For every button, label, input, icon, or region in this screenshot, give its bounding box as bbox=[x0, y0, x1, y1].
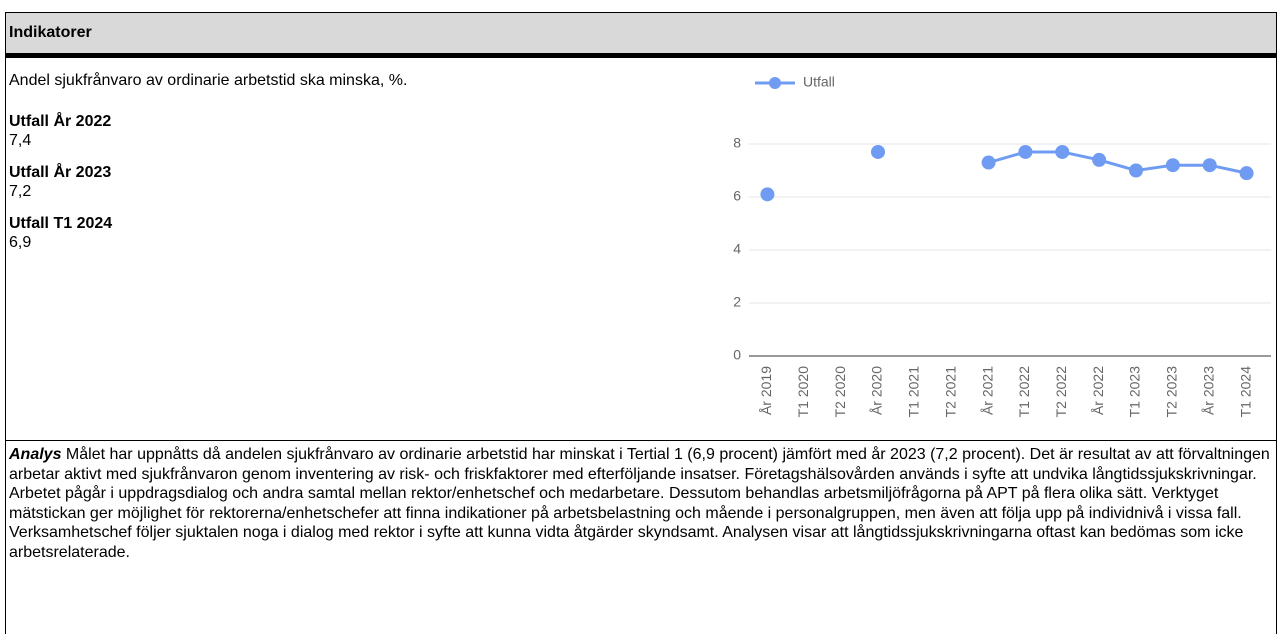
data-point bbox=[1129, 163, 1143, 178]
data-point bbox=[1239, 166, 1254, 181]
y-tick-label: 6 bbox=[733, 188, 741, 204]
result-value: 6,9 bbox=[9, 234, 32, 251]
x-tick-label: År 2019 bbox=[758, 366, 774, 415]
y-tick-label: 8 bbox=[733, 135, 741, 151]
x-tick-label: T1 2020 bbox=[795, 366, 811, 418]
x-tick-label: T2 2020 bbox=[832, 366, 848, 418]
description: Andel sjukfrånvaro av ordinarie arbetsti… bbox=[9, 72, 408, 89]
chart: 0 2 4 6 8 År 2019 T1 2020 T2 2020 År 2020 T1 2021… bbox=[733, 74, 1271, 418]
legend-marker bbox=[769, 77, 781, 89]
data-point bbox=[871, 144, 885, 159]
analysis-text: Målet har uppnåtts då andelen sjukfrånva… bbox=[9, 446, 1270, 561]
data-point bbox=[1055, 144, 1070, 159]
x-tick-label: År 2021 bbox=[979, 366, 995, 415]
x-tick-label: T2 2023 bbox=[1164, 366, 1180, 418]
x-tick-label: År 2023 bbox=[1200, 366, 1216, 415]
data-point bbox=[1165, 158, 1180, 173]
indicator-panel: Indikatorer Andel sjukfrånvaro av ordina… bbox=[5, 12, 1277, 634]
result-label: Utfall År 2023 bbox=[9, 164, 112, 181]
data-point bbox=[760, 187, 775, 202]
legend-label: Utfall bbox=[803, 74, 835, 90]
analysis-label: Analys bbox=[9, 446, 62, 463]
x-tick-label: År 2022 bbox=[1090, 366, 1106, 415]
x-tick-label: T1 2022 bbox=[1016, 366, 1032, 418]
x-tick-label: T2 2021 bbox=[942, 366, 958, 418]
y-tick-label: 0 bbox=[733, 347, 741, 363]
analysis: Analys Målet har uppnåtts då andelen sju… bbox=[6, 441, 1276, 567]
result-value: 7,4 bbox=[9, 132, 32, 149]
x-tick-label: T1 2021 bbox=[906, 366, 922, 418]
data-point bbox=[1092, 152, 1107, 167]
x-tick-label: T1 2024 bbox=[1237, 366, 1253, 418]
x-tick-label: T2 2022 bbox=[1053, 366, 1069, 418]
data-point bbox=[1202, 158, 1217, 173]
x-tick-label: År 2020 bbox=[869, 366, 885, 415]
result-value: 7,2 bbox=[9, 183, 32, 200]
data-point bbox=[1018, 144, 1033, 159]
x-tick-label: T1 2023 bbox=[1127, 366, 1143, 418]
result-label: Utfall T1 2024 bbox=[9, 215, 113, 232]
panel-title: Indikatorer bbox=[6, 13, 1276, 58]
data-point bbox=[981, 155, 996, 170]
result-label: Utfall År 2022 bbox=[9, 113, 112, 130]
indicator-text: Andel sjukfrånvaro av ordinarie arbetsti… bbox=[9, 72, 407, 265]
y-tick-label: 2 bbox=[733, 294, 741, 310]
content: Andel sjukfrånvaro av ordinarie arbetsti… bbox=[6, 58, 1276, 441]
y-tick-label: 4 bbox=[733, 241, 741, 257]
